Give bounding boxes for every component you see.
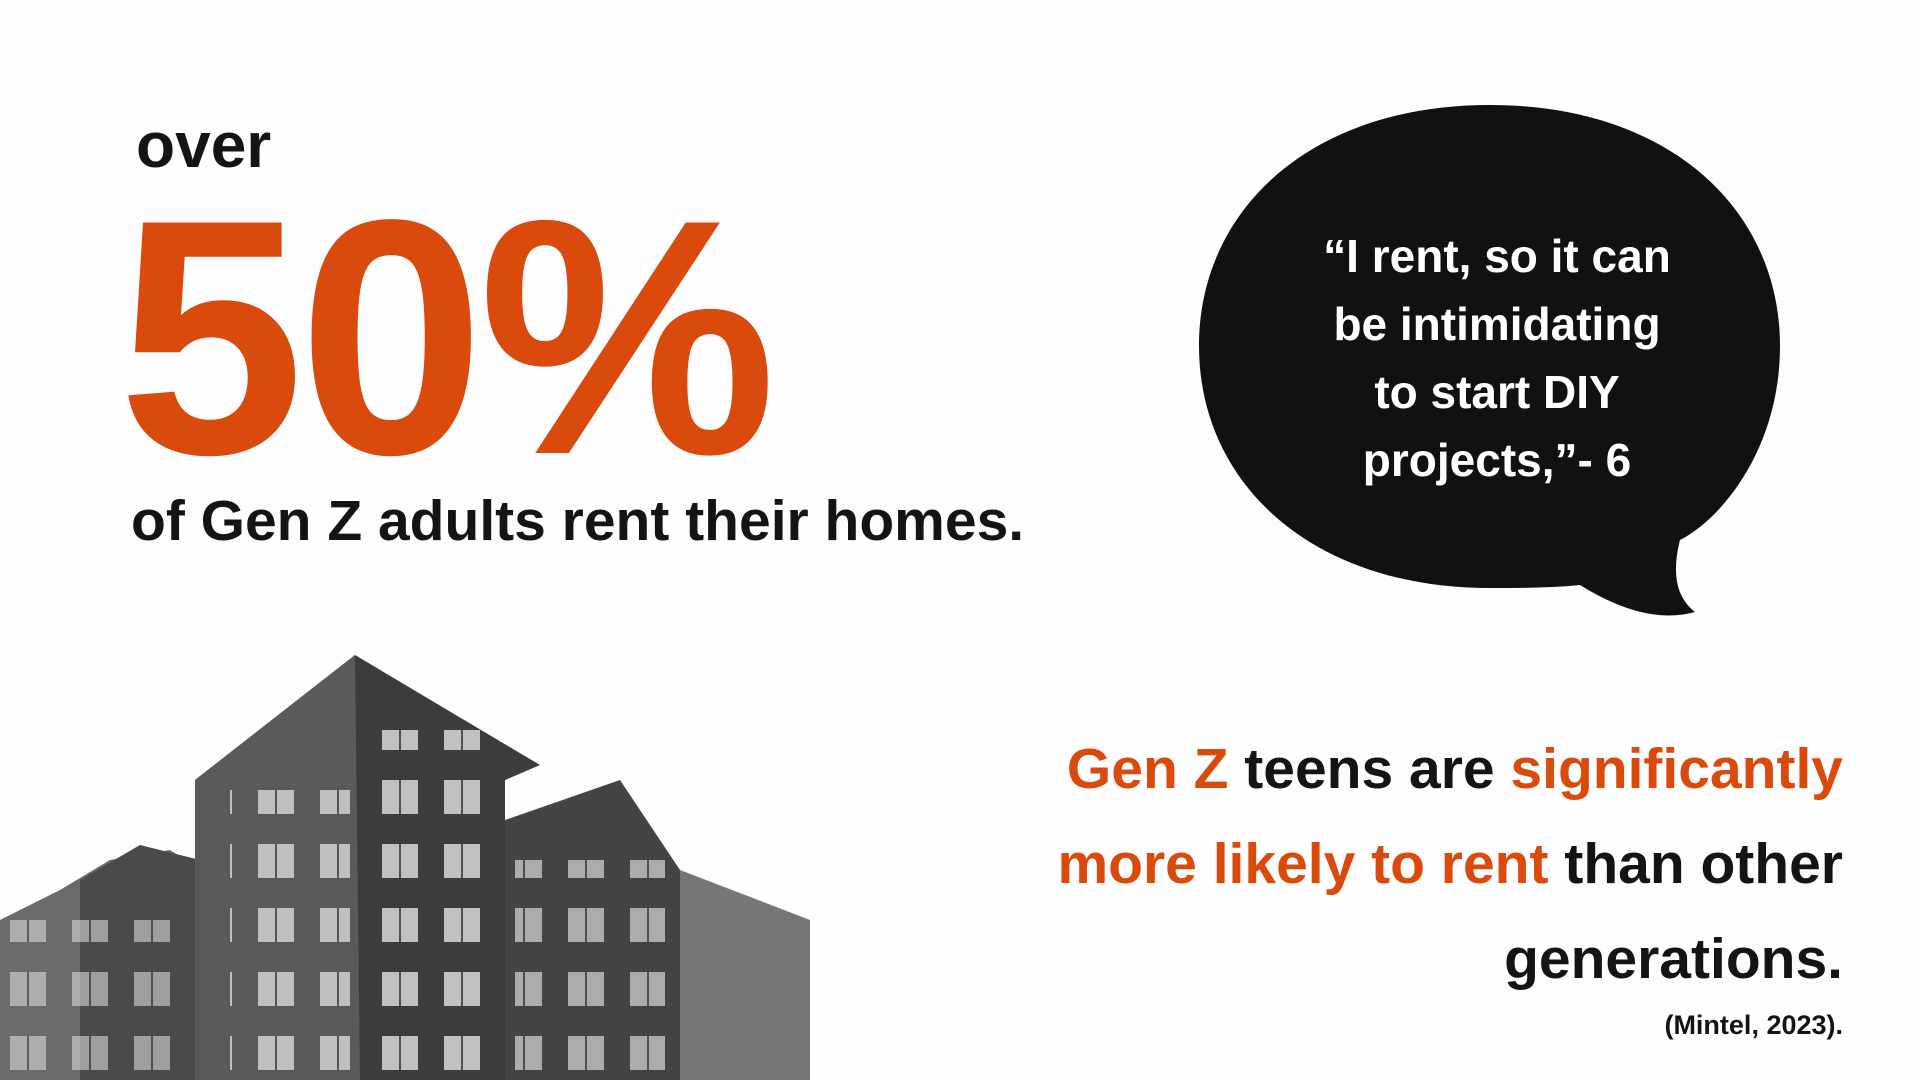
quote-line: projects,”- 6 [1362,434,1632,486]
emphasis-text: significantly [1510,737,1843,801]
finding-text: generations. [1504,927,1843,991]
quote-line: to start DIY [1374,366,1620,418]
quote-line: be intimidating [1333,298,1661,350]
quote: “I rent, so it can be intimidating to star… [1200,222,1794,494]
finding-text: teens are [1228,737,1511,801]
big-stat: 50% [118,150,776,524]
lead-text: over [136,109,272,181]
stat-caption: of Gen Z adults rent their homes. [131,489,1025,553]
finding-line: Gen Z teens are significantly [1058,722,1843,817]
emphasis-text: more likely to rent [1057,832,1549,896]
speech-bubble [1199,105,1780,616]
finding-text: than other [1548,832,1843,896]
emphasis-text: Gen Z [1066,737,1229,801]
citation: (Mintel, 2023). [1664,1010,1843,1040]
building-photo [0,655,810,1080]
finding: Gen Z teens are significantly more likely… [1058,722,1844,1007]
quote-line: “I rent, so it can [1323,230,1671,282]
finding-line: generations. [1058,912,1843,1007]
finding-line: more likely to rent than other [1058,817,1844,912]
